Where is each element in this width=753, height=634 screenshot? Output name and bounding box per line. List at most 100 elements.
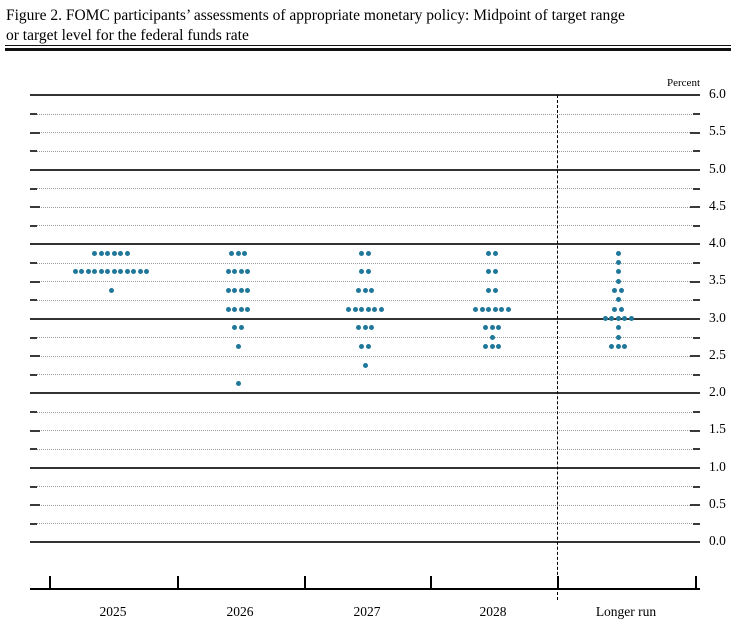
y-axis-tick-label: 4.0 [709,235,726,250]
gridline-solid [30,392,700,394]
dot-row [362,362,368,368]
participant-dot [238,325,244,331]
participant-dot [615,250,621,256]
dot-row [225,269,251,275]
x-axis-tick [695,576,697,588]
gridline-right-tick [690,131,700,134]
participant-dot [483,325,488,331]
x-axis-category-label: 2026 [226,604,254,619]
x-axis-tick [304,576,306,588]
dot-row [225,288,251,294]
y-axis-tick-label: 3.0 [709,309,726,325]
x-axis-labels: 2025 2026 2027 2028 Longer run [30,604,700,626]
participant-dot [72,269,78,275]
participant-dot [628,316,634,321]
gridline-right-tick [693,336,700,339]
participant-dot [615,278,621,284]
gridline-dotted [30,374,700,376]
participant-dot [622,316,627,321]
dot-row [356,325,374,331]
y-axis-tick-label: 1.0 [709,458,726,474]
gridline-dotted [30,206,700,208]
participant-dot [615,260,621,266]
participant-dot [489,334,495,340]
dot-row [232,325,244,331]
gridline-left-tick [30,355,40,358]
participant-dot [225,306,231,312]
y-axis-tick-label: 6.0 [709,86,726,101]
participant-dot [492,250,498,256]
participant-dot [618,288,624,294]
gridline-right-tick [693,299,700,302]
gridline-solid [30,94,700,96]
gridline-dotted [30,337,700,339]
participant-dot [105,250,111,256]
y-axis-tick-label: 4.5 [709,197,726,213]
dot-row [615,260,621,266]
participant-dot [359,269,365,275]
participant-dot [609,343,614,349]
participant-dot [118,269,124,275]
participant-dot [131,269,137,275]
gridline-right-tick [690,206,700,209]
gridline-right-tick [693,224,700,227]
participant-dot [245,269,251,275]
participant-dot [499,306,505,312]
gridline-solid [30,243,700,245]
gridline-solid [30,466,700,469]
x-axis-category-label: 2028 [479,604,507,619]
gridline-left-tick [30,187,37,190]
participant-dot [486,288,492,294]
gridline-dotted [30,113,700,115]
dot-row [235,343,241,349]
gridline-right-tick [690,429,700,432]
gridline-right-tick [693,113,700,116]
gridline-dotted [30,430,700,432]
participant-dot [609,316,614,321]
participant-dot [479,306,485,312]
gridline-left-tick [30,522,37,525]
gridline-dotted [30,486,700,488]
dot-row [483,343,501,349]
participant-dot [359,306,365,312]
participant-dot [79,269,85,275]
y-axis-tick-label: 1.5 [709,421,726,437]
x-axis-tick [430,576,432,588]
participant-dot [235,381,241,387]
dot-row [235,381,241,387]
participant-dot [124,250,130,256]
participant-dot [232,325,238,331]
participant-dot [489,343,495,349]
gridline-dotted [30,281,700,283]
participant-dot [111,250,117,256]
participant-dot [362,362,368,368]
participant-dot [124,269,130,275]
gridline-right-tick [693,522,700,525]
y-axis-tick-label: 3.5 [709,272,726,288]
participant-dot [369,325,374,331]
participant-dot [359,250,365,256]
participant-dot [118,250,124,256]
y-axis-tick-label: 5.5 [709,123,726,139]
dot-row [356,288,374,294]
participant-dot [346,306,352,312]
participant-dot [245,306,251,312]
dot-row [72,269,150,275]
participant-dot [372,306,378,312]
x-axis-tick [557,576,559,588]
participant-dot [356,325,361,331]
participant-dot [362,325,368,331]
participant-dot [98,250,104,256]
y-axis-tick-label: 0.0 [709,533,726,548]
participant-dot [362,288,368,294]
gridline-left-tick [30,131,40,134]
participant-dot [618,306,624,312]
participant-dot [486,269,492,275]
participant-dot [378,306,384,312]
gridline-left-tick [30,113,37,116]
participant-dot [359,343,365,349]
participant-dot [612,306,618,312]
dot-row [609,343,627,349]
gridline-left-tick [30,150,37,153]
participant-dot [232,306,238,312]
